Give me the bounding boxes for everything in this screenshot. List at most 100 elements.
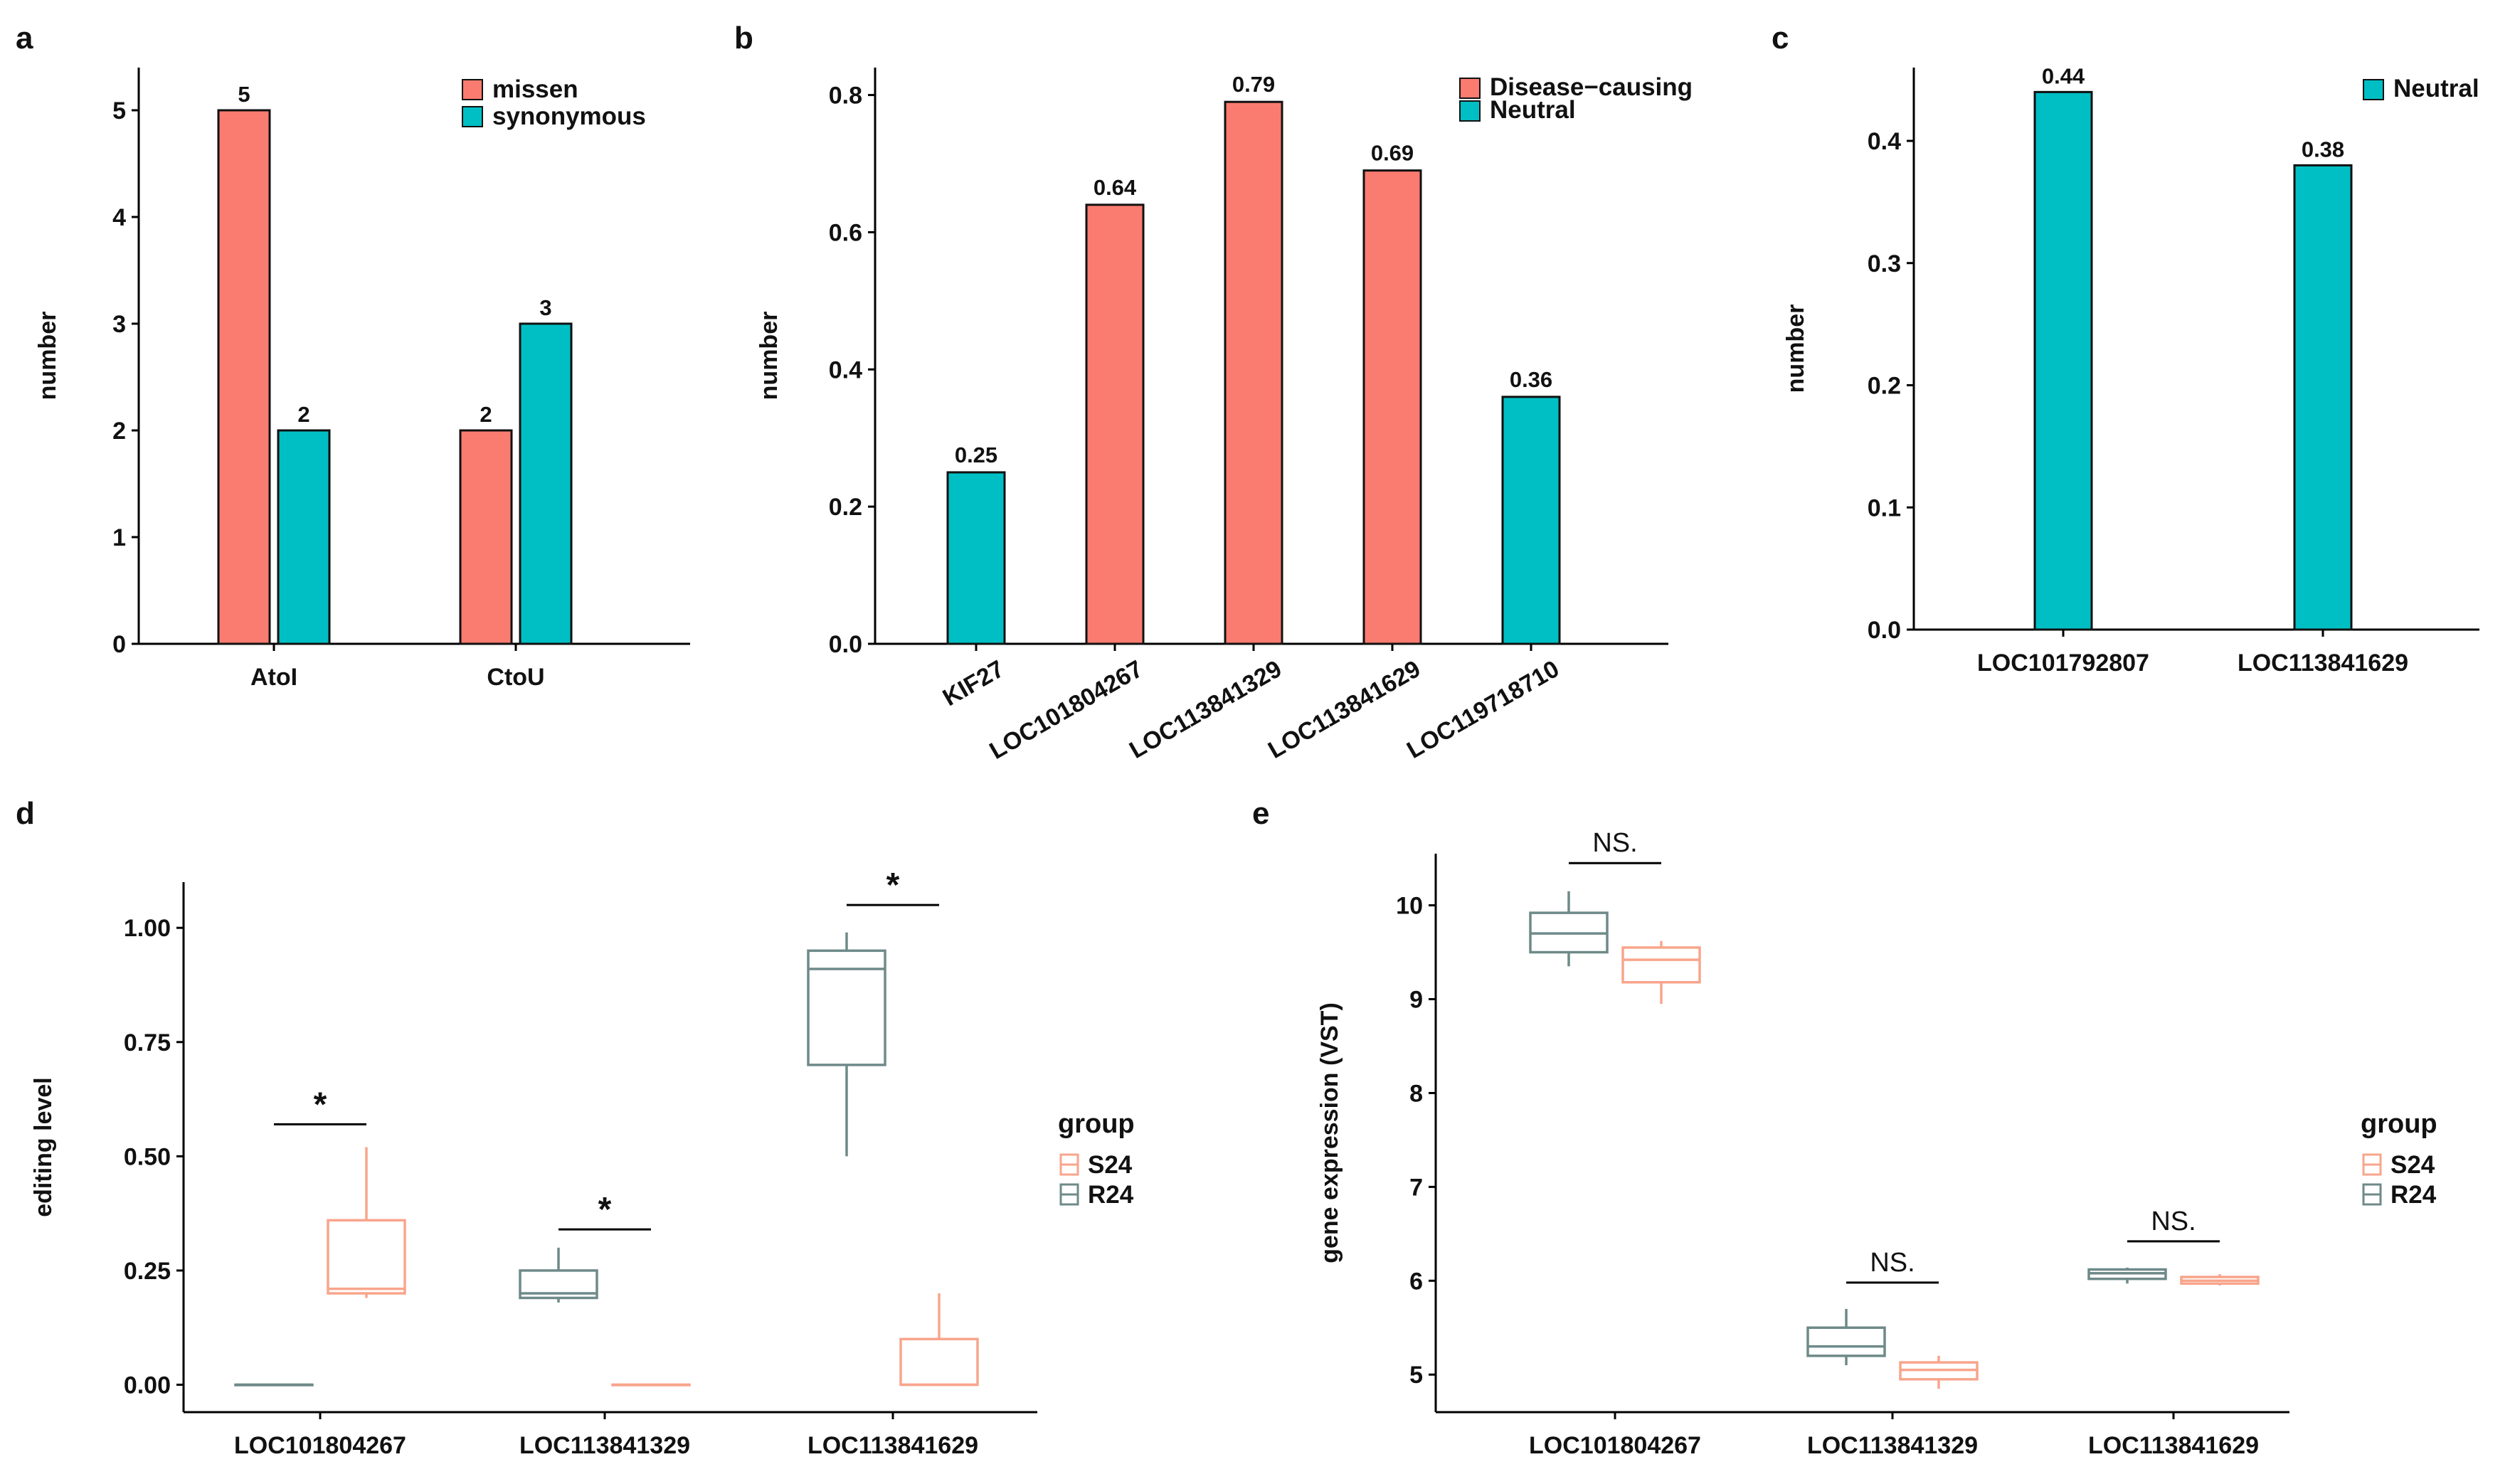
y-tick-label: 0.3 — [1868, 250, 1901, 277]
legend-label: R24 — [2390, 1181, 2437, 1209]
y-tick-label: 0.2 — [1868, 373, 1901, 400]
box-S24 — [1899, 1355, 1979, 1389]
y-tick-label: 0.8 — [829, 83, 862, 110]
legend-title: group — [1058, 1109, 1135, 1139]
bar-value-label: 0.79 — [1232, 72, 1275, 97]
legend-label: S24 — [2390, 1151, 2435, 1179]
bar-value-label: 0.64 — [1094, 175, 1137, 200]
bar-value-label: 0.69 — [1371, 141, 1414, 166]
significance-label: NS. — [2151, 1207, 2196, 1236]
legend-key-S24: S24 — [1059, 1151, 1133, 1179]
bar-value-label: 0.38 — [2302, 137, 2344, 161]
box-R24 — [1529, 891, 1609, 967]
bar-synonymous — [277, 429, 331, 645]
panel-label-a: a — [16, 21, 33, 55]
panel-b-axes: 0.0 0.2 0.4 0.6 0.8 number 0.25 KIF27 0.64 LOC101… — [756, 68, 1693, 765]
x-tick-label: LOC101804267 — [1529, 1432, 1701, 1459]
bar-synonymous — [519, 322, 573, 645]
x-tick-label: LOC101804267 — [985, 655, 1148, 765]
y-tick-label: 1.00 — [124, 915, 171, 942]
bar — [1362, 169, 1422, 645]
y-axis-label: number — [34, 312, 61, 401]
x-tick-label: LOC113841329 — [1125, 655, 1286, 764]
y-tick-label: 1 — [112, 524, 126, 551]
x-tick-label: AtoI — [250, 664, 297, 691]
significance-label: * — [598, 1191, 612, 1229]
y-tick-label: 0.1 — [1868, 494, 1901, 521]
legend-swatch — [462, 106, 483, 127]
y-tick-label: 0.50 — [124, 1143, 171, 1170]
y-axis-label: number — [1782, 304, 1809, 393]
box-R24 — [519, 1247, 598, 1303]
bar — [1085, 203, 1145, 645]
bar — [1501, 396, 1561, 645]
legend-key-S24: S24 — [2362, 1151, 2435, 1179]
y-tick-label: 0.25 — [124, 1258, 171, 1285]
y-tick-label: 0.6 — [829, 219, 862, 246]
y-tick-label: 0.4 — [1868, 128, 1901, 155]
panel-label-b: b — [734, 21, 753, 55]
legend-label: synonymous — [492, 102, 646, 130]
legend-swatch — [2363, 79, 2384, 100]
legend-swatch — [1459, 100, 1481, 122]
y-tick-label: 0.75 — [124, 1029, 171, 1056]
legend-key-R24: R24 — [1059, 1181, 1134, 1209]
panel-label-d: d — [16, 796, 35, 831]
legend-key-R24: R24 — [2362, 1181, 2437, 1209]
box-S24 — [327, 1147, 406, 1298]
y-axis-label: number — [756, 312, 783, 401]
bar-value-label: 0.44 — [2042, 63, 2085, 88]
legend-label: missen — [492, 75, 578, 103]
y-tick-label: 0 — [112, 631, 126, 658]
box-S24 — [899, 1293, 979, 1387]
bar-value-label: 0.36 — [1510, 367, 1552, 392]
significance-label: * — [314, 1086, 327, 1123]
x-tick-label: LOC113841629 — [1264, 655, 1425, 764]
x-tick-label: LOC113841629 — [808, 1432, 978, 1459]
y-tick-label: 0.2 — [829, 494, 862, 521]
bar-value-label: 5 — [238, 82, 250, 107]
significance-label: NS. — [1592, 828, 1637, 858]
significance-label: * — [886, 866, 900, 904]
box-R24 — [2087, 1267, 2167, 1284]
legend-label: Disease−causing — [1490, 73, 1693, 101]
bar — [946, 471, 1006, 645]
y-tick-label: 9 — [1409, 986, 1423, 1013]
panel-label-e: e — [1252, 796, 1269, 831]
bar-value-label: 0.25 — [955, 442, 997, 467]
y-tick-label: 0.4 — [829, 356, 862, 383]
box-S24 — [611, 1383, 691, 1387]
box-iqr — [1621, 946, 1701, 984]
significance-label: NS. — [1870, 1248, 1915, 1278]
panel-label-c: c — [1772, 21, 1789, 55]
legend-swatch — [462, 79, 483, 100]
y-tick-label: 10 — [1396, 893, 1423, 920]
x-tick-label: LOC119718710 — [1402, 655, 1564, 764]
y-tick-label: 7 — [1409, 1174, 1423, 1201]
legend-label: R24 — [1088, 1181, 1134, 1209]
bar-missen — [217, 109, 271, 645]
bar — [1224, 100, 1283, 645]
bar-value-label: 2 — [297, 402, 309, 427]
legend-label: Neutral — [2393, 75, 2479, 102]
bar-value-label: 2 — [480, 402, 492, 427]
box-iqr — [899, 1337, 979, 1387]
bar — [2293, 164, 2353, 631]
y-axis-label: gene expression (VST) — [1316, 1002, 1343, 1263]
x-tick-label: KIF27 — [938, 655, 1009, 711]
x-tick-label: LOC101804267 — [234, 1432, 406, 1459]
x-tick-label: LOC113841629 — [2088, 1432, 2259, 1459]
y-tick-label: 0.0 — [1868, 617, 1901, 644]
box-R24 — [1806, 1308, 1886, 1366]
box-R24 — [807, 932, 886, 1157]
bar-value-label: 3 — [539, 295, 551, 320]
y-tick-label: 4 — [112, 204, 126, 231]
y-tick-label: 5 — [1409, 1362, 1423, 1389]
charts-layer: 0 1 2 3 4 5 number AtoI 5 2 CtoU 2 3 missensynonymous… — [30, 63, 2479, 1459]
box-S24 — [2180, 1274, 2260, 1286]
y-tick-label: 8 — [1409, 1080, 1423, 1107]
box-iqr — [1806, 1326, 1886, 1357]
bar-missen — [459, 429, 513, 645]
x-tick-label: LOC101792807 — [1977, 650, 2149, 677]
